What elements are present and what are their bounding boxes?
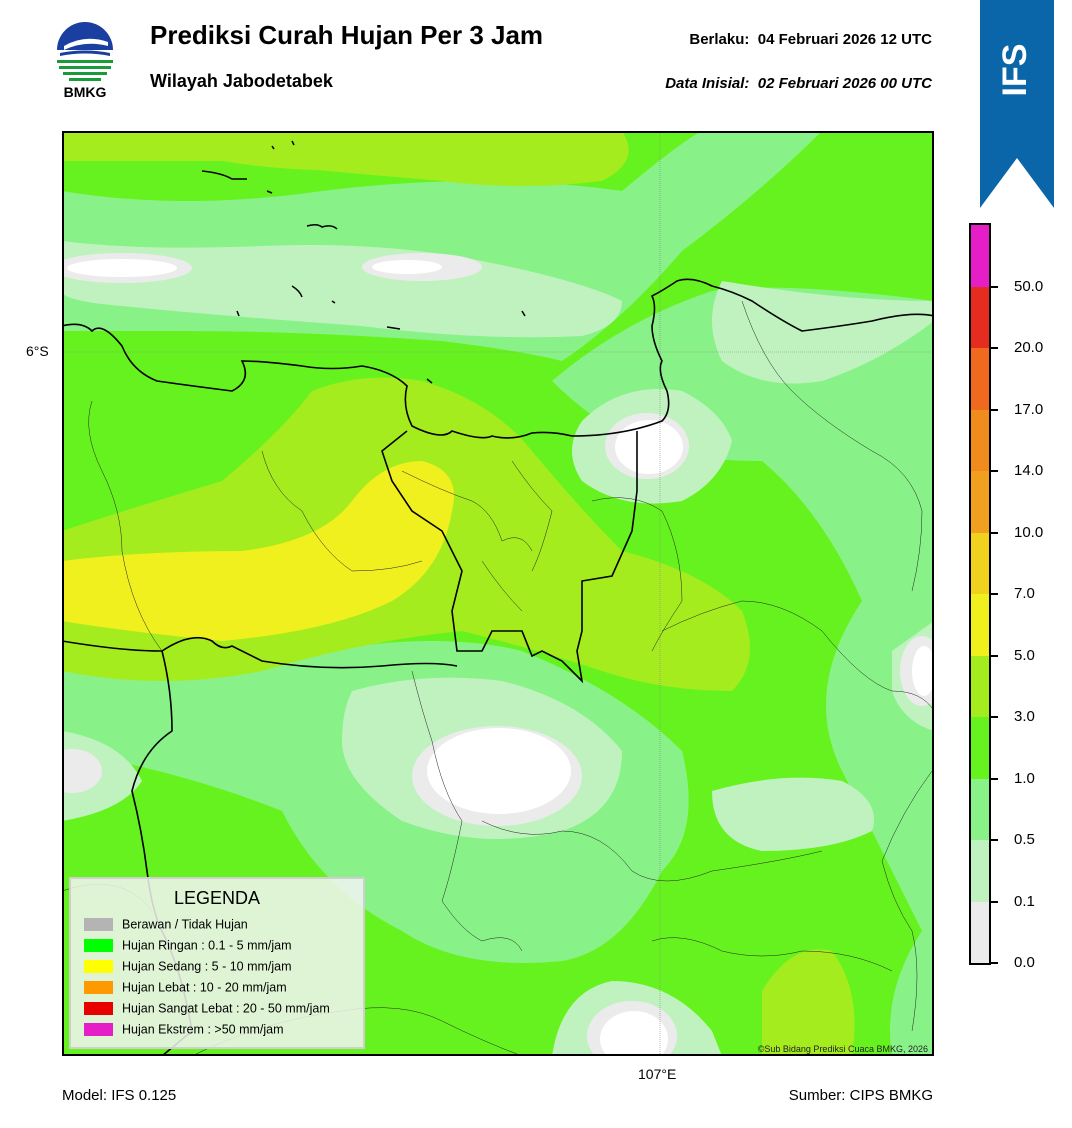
- colorbar-tick: [990, 962, 998, 964]
- colorbar-segment: [971, 716, 989, 779]
- map-frame: [62, 131, 934, 1056]
- legend-item: Hujan Ekstrem : >50 mm/jam: [84, 1022, 284, 1037]
- page-title: Prediksi Curah Hujan Per 3 Jam: [150, 20, 544, 50]
- colorbar-tick: [990, 716, 998, 718]
- colorbar-tick-label: 1.0: [1014, 769, 1035, 787]
- colorbar-segment: [971, 593, 989, 656]
- ifs-banner: IFS: [980, 0, 1054, 208]
- legend-swatch: [84, 960, 113, 974]
- legend-item: Hujan Sangat Lebat : 20 - 50 mm/jam: [84, 1001, 330, 1016]
- bmkg-logo: BMKG: [52, 20, 118, 104]
- legend-swatch: [84, 918, 113, 932]
- colorbar-tick-label: 50.0: [1014, 277, 1044, 295]
- colorbar-tick-label: 0.0: [1014, 954, 1035, 971]
- colorbar-tick: [990, 408, 998, 411]
- legend-swatch: [84, 981, 113, 995]
- very-light-rain-area: [712, 777, 874, 851]
- legend-item: Hujan Lebat : 10 - 20 mm/jam: [84, 980, 287, 995]
- clear-area: [615, 420, 683, 474]
- colorbar-tick-label: 0.1: [1014, 892, 1035, 910]
- clear-area: [427, 728, 571, 814]
- heavy-moderate-rain-area: [62, 461, 454, 641]
- colorbar-tick-label: 17.0: [1014, 400, 1044, 418]
- clear-area: [67, 259, 177, 277]
- coastline: [62, 278, 934, 439]
- colorbar-segment: [971, 347, 989, 410]
- legend-item: Hujan Ringan : 0.1 - 5 mm/jam: [84, 938, 292, 953]
- no-rain-area: [62, 749, 102, 793]
- colorbar-segment: [971, 778, 989, 840]
- colorbar-tick-label: 0.5: [1014, 831, 1035, 848]
- light-rain-area: [552, 287, 934, 1056]
- colorbar-tick: [990, 900, 998, 903]
- province-border: [381, 430, 638, 684]
- legend-item: Hujan Sedang : 5 - 10 mm/jam: [84, 959, 292, 974]
- legend-label: Berawan / Tidak Hujan: [122, 917, 248, 932]
- init-value: 02 Februari 2026 00 UTC: [757, 75, 932, 92]
- longitude-label: 107°E: [638, 1066, 677, 1082]
- colorbar-tick-label: 20.0: [1014, 339, 1044, 356]
- copyright-text: ©Sub Bidang Prediksi Cuaca BMKG, 2026: [758, 1044, 928, 1054]
- colorbar-tick-label: 3.0: [1014, 708, 1035, 725]
- clear-area: [912, 646, 934, 696]
- colorbar-tick-label: 14.0: [1014, 462, 1044, 479]
- colorbar-segment: [971, 532, 989, 594]
- legend-title: LEGENDA: [173, 888, 261, 908]
- colorbar-tick: [990, 593, 998, 595]
- islands: [201, 140, 526, 384]
- legend-label: Hujan Lebat : 10 - 20 mm/jam: [122, 980, 287, 995]
- legend-swatch: [84, 1002, 113, 1016]
- province-border: [62, 636, 458, 669]
- latitude-label: 6°S: [26, 343, 49, 359]
- legend-item: Berawan / Tidak Hujan: [84, 917, 248, 932]
- colorbar: [969, 223, 991, 965]
- legend-box: LEGENDA Berawan / Tidak Hujan Hujan Ring…: [69, 877, 365, 1049]
- bmkg-logo-icon: [57, 22, 113, 81]
- colorbar-tick: [990, 347, 998, 349]
- legend-label: Hujan Sedang : 5 - 10 mm/jam: [122, 959, 292, 974]
- colorbar-segment: [971, 224, 989, 287]
- legend-label: Hujan Ekstrem : >50 mm/jam: [122, 1022, 284, 1037]
- colorbar-tick: [990, 531, 998, 534]
- colorbar-segment: [971, 409, 989, 471]
- source-label: Sumber: CIPS BMKG: [788, 1087, 933, 1104]
- colorbar-segment: [971, 901, 989, 963]
- colorbar-tick-label: 5.0: [1014, 646, 1035, 664]
- colorbar-segment: [971, 839, 989, 902]
- valid-time: Berlaku: 04 Februari 2026 12 UTC: [689, 31, 932, 48]
- valid-value: 04 Februari 2026 12 UTC: [757, 31, 932, 48]
- page-subtitle: Wilayah Jabodetabek: [150, 71, 333, 91]
- clear-area: [600, 1011, 668, 1056]
- init-label: Data Inisial:: [665, 75, 750, 92]
- moderate-rain-area: [762, 949, 855, 1056]
- legend-label: Hujan Sangat Lebat : 20 - 50 mm/jam: [122, 1001, 330, 1016]
- legend-swatch: [84, 1023, 113, 1037]
- very-light-rain-area: [712, 281, 934, 384]
- colorbar-segment: [971, 286, 989, 348]
- banner-text: IFS: [996, 44, 1034, 97]
- colorbar-tick: [990, 285, 998, 288]
- colorbar-tick-label: 10.0: [1014, 523, 1044, 541]
- colorbar-tick: [990, 654, 998, 657]
- colorbar-tick: [990, 839, 998, 841]
- legend-label: Hujan Ringan : 0.1 - 5 mm/jam: [122, 938, 292, 953]
- logo-text: BMKG: [63, 84, 107, 100]
- rainfall-map: ©Sub Bidang Prediksi Cuaca BMKG, 2026: [62, 131, 934, 1056]
- model-label: Model: IFS 0.125: [62, 1087, 177, 1104]
- valid-label: Berlaku:: [689, 31, 750, 48]
- colorbar-tick: [990, 470, 998, 472]
- colorbar-tick: [990, 777, 998, 780]
- banner-shape: [980, 0, 1054, 208]
- moderate-rain-area: [202, 131, 382, 171]
- init-time: Data Inisial: 02 Februari 2026 00 UTC: [665, 75, 932, 92]
- colorbar-segment: [971, 655, 989, 717]
- colorbar-tick-label: 7.0: [1014, 585, 1035, 602]
- legend-swatch: [84, 939, 113, 953]
- very-light-rain-area: [62, 241, 622, 338]
- colorbar-segment: [971, 470, 989, 533]
- clear-area: [372, 260, 442, 274]
